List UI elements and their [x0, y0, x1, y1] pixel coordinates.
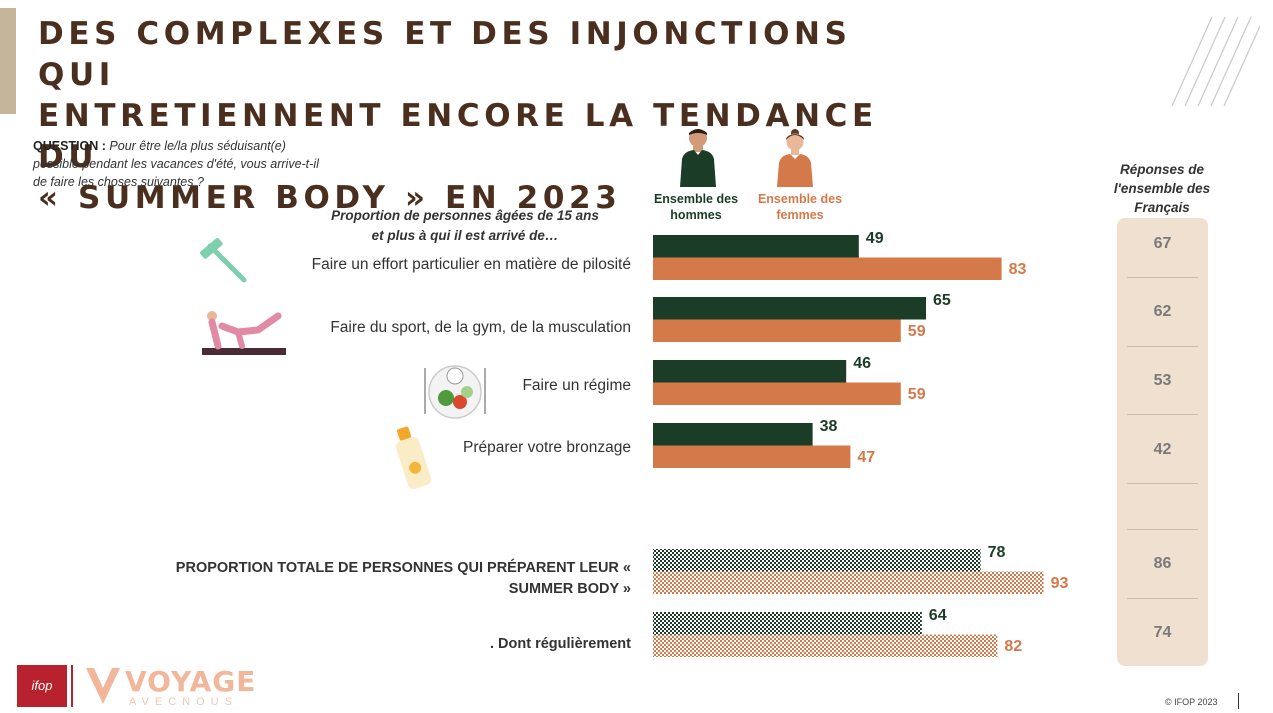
title-accent-bar [0, 8, 16, 114]
question-text: QUESTION : Pour être le/la plus séduisan… [33, 137, 323, 191]
value-men-regulierement: 64 [928, 607, 947, 624]
ensemble-value-pilosite: 67 [1153, 235, 1172, 252]
responses-title: Réponses de l'ensemble des Français [1113, 162, 1211, 215]
bar-men-sport [653, 297, 926, 320]
yoga-mat-icon [202, 311, 286, 355]
page-title: DES COMPLEXES ET DES INJONCTIONS QUI ENT… [38, 16, 878, 216]
ensemble-value-total: 86 [1153, 555, 1172, 572]
value-men-total: 78 [987, 544, 1006, 561]
value-women-bronzage: 47 [857, 448, 876, 466]
ensemble-value-regulierement: 74 [1153, 624, 1172, 641]
legend-men-label: Ensemble des hommes [653, 192, 739, 222]
bar-men-total [653, 549, 981, 572]
bar-women-sport [653, 319, 901, 342]
copyright: © IFOP 2023 [1165, 697, 1218, 707]
bar-men-regulierement [653, 612, 922, 635]
responses-panel [1117, 218, 1208, 666]
bar-men-bronzage [653, 423, 813, 446]
item-label-regime: Faire un régime [522, 377, 631, 394]
item-label-pilosite: Faire un effort particulier en matière d… [311, 256, 631, 273]
value-women-pilosite: 83 [1008, 260, 1027, 278]
bar-women-total [653, 571, 1044, 594]
ifop-logo: ifop [17, 665, 67, 707]
value-women-regime: 59 [907, 385, 926, 403]
value-men-bronzage: 38 [819, 418, 838, 435]
value-women-sport: 59 [907, 322, 926, 340]
responses-divider [1127, 277, 1198, 278]
footer-divider [1238, 693, 1239, 709]
bar-men-regime [653, 360, 847, 383]
legend-women-label: Ensemble des femmes [757, 192, 843, 222]
decorative-lines-icon [1171, 16, 1260, 107]
value-men-pilosite: 49 [865, 230, 884, 247]
voyage-logo-icon [86, 668, 120, 704]
value-women-total: 93 [1050, 574, 1069, 592]
bar-women-pilosite [653, 257, 1002, 280]
man-icon [680, 129, 716, 187]
responses-divider [1127, 483, 1198, 484]
value-women-regulierement: 82 [1004, 637, 1023, 655]
item-label-total: PROPORTION TOTALE DE PERSONNES QUI PRÉPA… [175, 560, 631, 597]
value-men-regime: 46 [853, 355, 871, 372]
responses-divider [1127, 346, 1198, 347]
voyage-logo-subtext: AVECNOUS [129, 696, 238, 708]
responses-divider [1127, 598, 1198, 599]
logo-separator [71, 665, 73, 707]
bar-men-pilosite [653, 235, 859, 258]
diet-plate-icon [424, 365, 486, 419]
responses-divider [1127, 414, 1198, 415]
proportion-label: Proportion de personnes âgées de 15 ans … [331, 208, 599, 243]
bar-women-bronzage [653, 445, 851, 468]
item-label-sport: Faire du sport, de la gym, de la muscula… [330, 319, 631, 336]
ensemble-value-sport: 62 [1153, 303, 1172, 320]
responses-divider [1127, 529, 1198, 530]
woman-icon [777, 129, 813, 187]
bar-women-regulierement [653, 634, 998, 657]
voyage-logo-text: VOYAGE [125, 665, 257, 698]
value-men-sport: 65 [933, 292, 951, 309]
item-label-bronzage: Préparer votre bronzage [462, 439, 631, 456]
item-label-regulierement: . Dont régulièrement [490, 636, 631, 652]
sunscreen-icon [396, 426, 432, 489]
question-body: Pour être le/la plus séduisant(e) possib… [33, 139, 319, 189]
ensemble-value-bronzage: 42 [1153, 441, 1172, 458]
bar-women-regime [653, 382, 901, 405]
question-label: QUESTION : [33, 139, 106, 153]
razor-icon [200, 238, 247, 283]
ensemble-value-regime: 53 [1153, 372, 1172, 389]
